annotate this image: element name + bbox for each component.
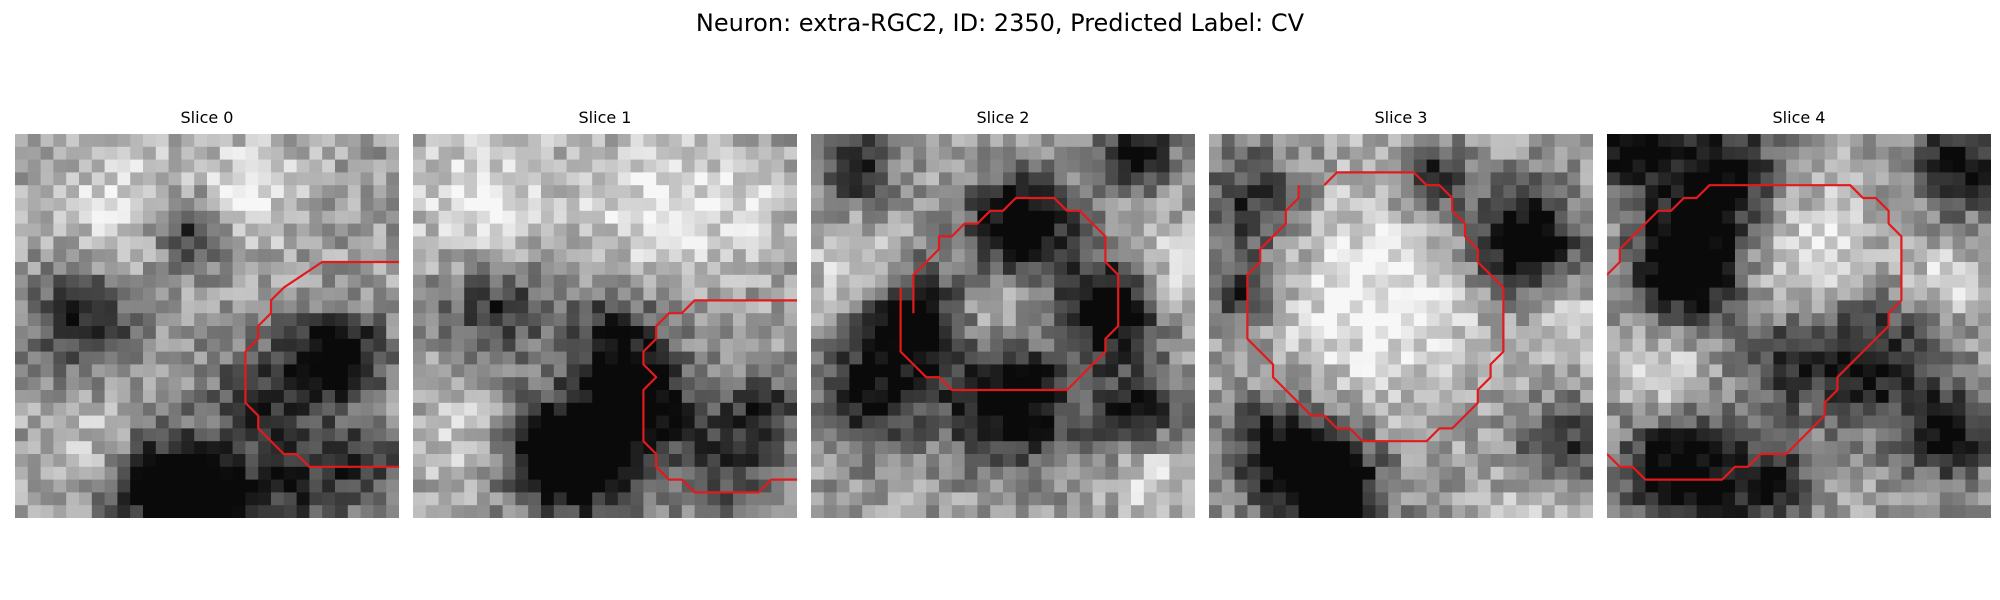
pixel-grid [1607,134,1991,518]
slice-title: Slice 4 [1772,108,1826,127]
slice-panel-3: Slice 3 [1209,108,1593,518]
segmentation-contour [643,300,797,492]
slice-panel-0: Slice 0 [15,108,399,518]
segmentation-contour [1247,172,1503,441]
slice-image [1607,134,1991,518]
slice-panel-4: Slice 4 [1607,108,1991,518]
slice-title: Slice 3 [1374,108,1428,127]
slice-panel-2: Slice 2 [811,108,1195,518]
pixel-grid [15,134,399,518]
slice-image [413,134,797,518]
slice-image [15,134,399,518]
figure-title: Neuron: extra-RGC2, ID: 2350, Predicted … [695,9,1305,37]
slice-title: Slice 0 [180,108,234,127]
segmentation-contour [901,198,1119,390]
pixel-grid [811,134,1195,518]
segmentation-contour [1607,185,1901,479]
slice-title: Slice 2 [976,108,1030,127]
pixel-grid [1209,134,1593,518]
slice-image [1209,134,1593,518]
segmentation-contour [245,262,399,467]
slice-image [811,134,1195,518]
pixel-grid [413,134,797,518]
slice-title: Slice 1 [578,108,632,127]
slice-panel-1: Slice 1 [413,108,797,518]
